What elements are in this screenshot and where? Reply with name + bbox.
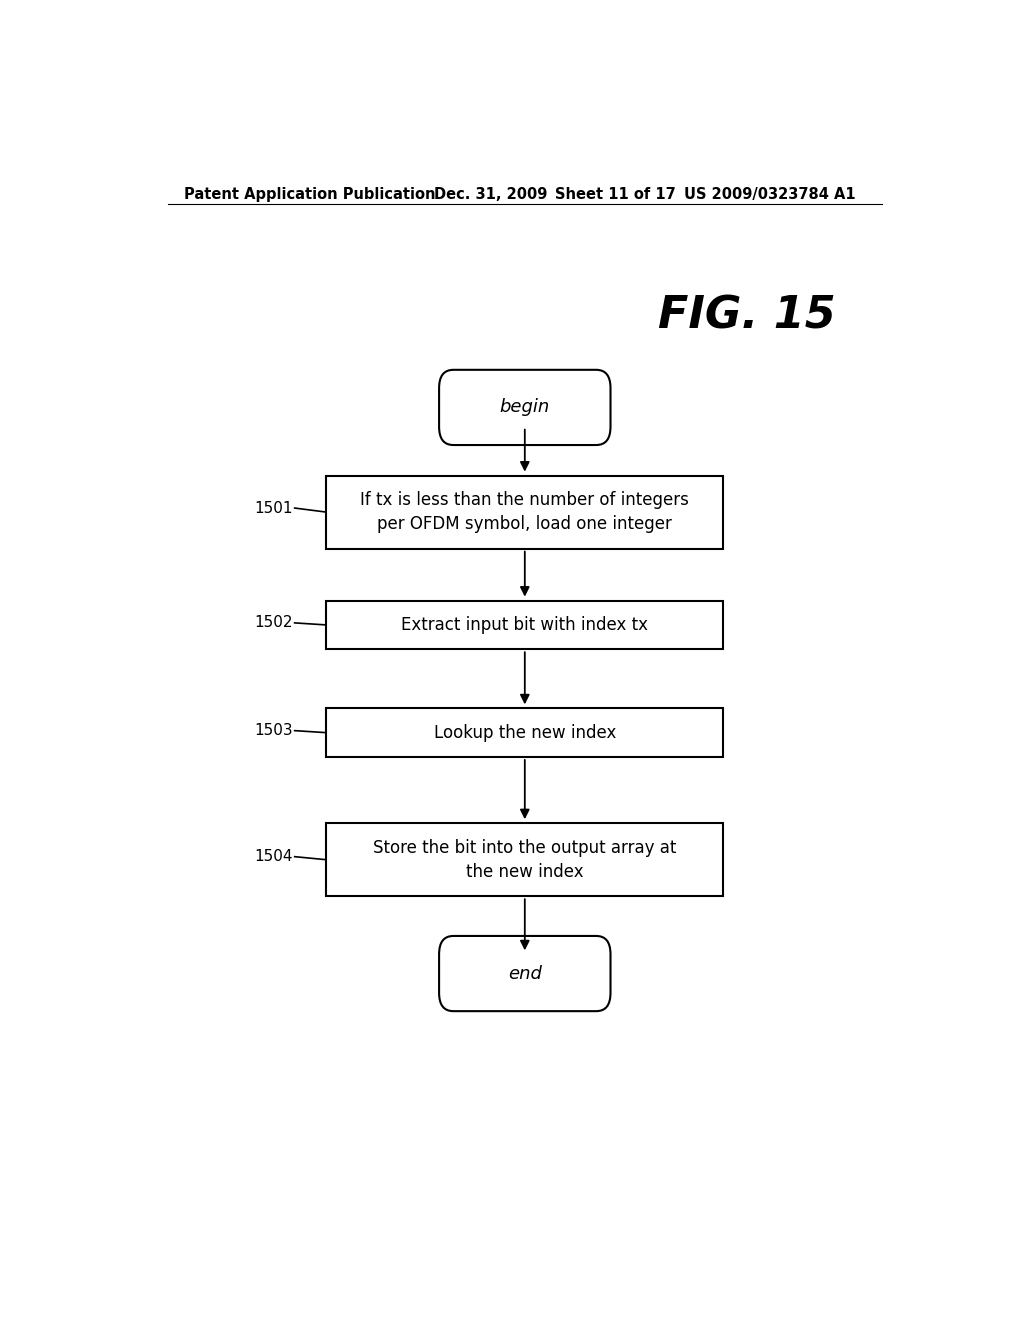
Text: begin: begin xyxy=(500,399,550,416)
FancyBboxPatch shape xyxy=(439,936,610,1011)
FancyBboxPatch shape xyxy=(327,601,723,649)
Text: FIG. 15: FIG. 15 xyxy=(658,294,836,338)
FancyBboxPatch shape xyxy=(327,475,723,549)
Text: Dec. 31, 2009: Dec. 31, 2009 xyxy=(433,187,547,202)
Text: US 2009/0323784 A1: US 2009/0323784 A1 xyxy=(684,187,855,202)
FancyBboxPatch shape xyxy=(327,824,723,896)
Text: 1504: 1504 xyxy=(255,849,293,865)
Text: 1501: 1501 xyxy=(255,500,293,516)
FancyBboxPatch shape xyxy=(439,370,610,445)
Text: Sheet 11 of 17: Sheet 11 of 17 xyxy=(555,187,676,202)
Text: Patent Application Publication: Patent Application Publication xyxy=(183,187,435,202)
Text: If tx is less than the number of integers
per OFDM symbol, load one integer: If tx is less than the number of integer… xyxy=(360,491,689,533)
Text: Lookup the new index: Lookup the new index xyxy=(433,723,616,742)
Text: Extract input bit with index tx: Extract input bit with index tx xyxy=(401,616,648,634)
FancyBboxPatch shape xyxy=(327,709,723,758)
Text: 1503: 1503 xyxy=(254,723,293,738)
Text: 1502: 1502 xyxy=(255,615,293,631)
Text: Store the bit into the output array at
the new index: Store the bit into the output array at t… xyxy=(373,840,677,880)
Text: end: end xyxy=(508,965,542,982)
